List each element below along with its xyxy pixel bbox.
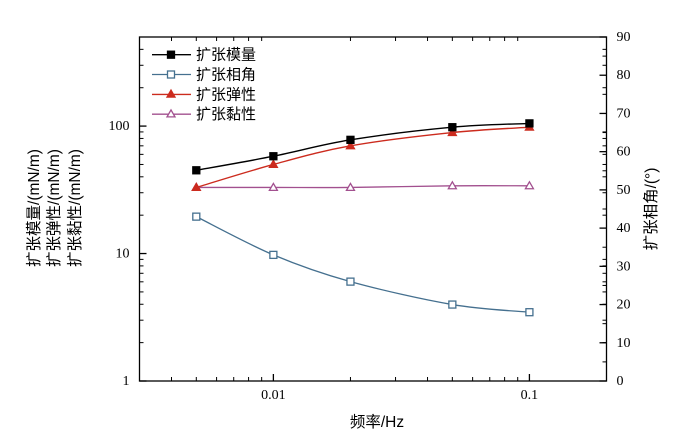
svg-text:10: 10: [116, 247, 130, 262]
svg-text:100: 100: [109, 119, 130, 134]
svg-text:80: 80: [617, 68, 631, 83]
svg-text:0.01: 0.01: [261, 388, 286, 403]
svg-text:30: 30: [617, 259, 631, 274]
svg-text:扩张模量/(mN/m): 扩张模量/(mN/m): [25, 149, 43, 267]
svg-text:0: 0: [617, 374, 624, 389]
svg-text:60: 60: [617, 145, 631, 160]
svg-text:频率/Hz: 频率/Hz: [350, 413, 404, 431]
svg-text:扩张相角: 扩张相角: [196, 67, 256, 84]
svg-text:扩张黏性/(mN/m): 扩张黏性/(mN/m): [66, 149, 84, 267]
svg-text:扩张黏性: 扩张黏性: [196, 106, 256, 123]
svg-text:扩张相角/(°): 扩张相角/(°): [642, 168, 660, 251]
svg-text:0.1: 0.1: [521, 388, 539, 403]
svg-text:50: 50: [617, 183, 631, 198]
svg-text:扩张弹性: 扩张弹性: [196, 86, 256, 103]
svg-text:1: 1: [123, 374, 130, 389]
svg-text:10: 10: [617, 336, 631, 351]
svg-text:40: 40: [617, 221, 631, 236]
svg-text:70: 70: [617, 106, 631, 121]
svg-text:20: 20: [617, 298, 631, 313]
svg-text:扩张弹性/(mN/m): 扩张弹性/(mN/m): [45, 149, 63, 267]
svg-text:90: 90: [617, 30, 631, 45]
svg-text:扩张模量: 扩张模量: [196, 47, 256, 64]
